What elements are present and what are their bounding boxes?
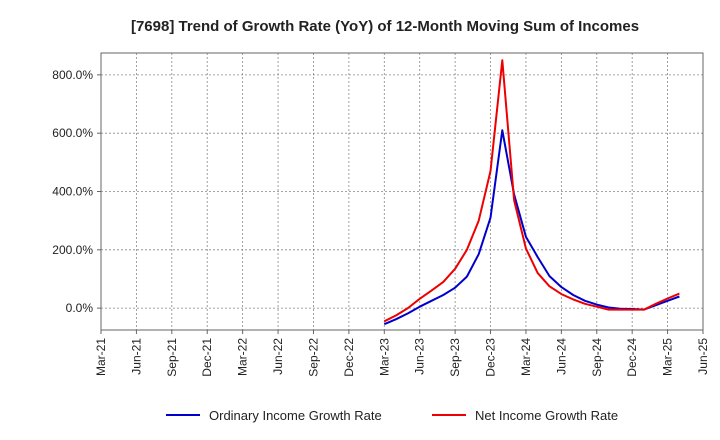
y-tick-label: 400.0% — [52, 185, 93, 199]
x-tick-label: Dec-22 — [342, 338, 356, 377]
legend-ordinary-income-label: Ordinary Income Growth Rate — [209, 408, 382, 423]
x-tick-label: Jun-22 — [271, 338, 285, 375]
series-lines — [383, 59, 680, 326]
y-tick-label: 200.0% — [52, 243, 93, 257]
x-tick-label: Mar-23 — [377, 338, 391, 376]
x-tick-label: Mar-24 — [519, 338, 533, 376]
x-tick-label: Dec-21 — [200, 338, 214, 377]
legend: Ordinary Income Growth Rate Net Income Gr… — [166, 408, 618, 423]
x-tick-label: Jun-25 — [696, 338, 710, 375]
x-tick-label: Jun-21 — [129, 338, 143, 375]
x-axis: Mar-21 Jun-21 Sep-21 Dec-21 Mar-22 Jun-22 Sep-… — [94, 330, 710, 377]
series-line-net-income — [383, 59, 680, 323]
x-tick-label: Mar-21 — [94, 338, 108, 376]
x-tick-label: Mar-25 — [661, 338, 675, 376]
legend-net-income-label: Net Income Growth Rate — [475, 408, 618, 423]
y-tick-label: 0.0% — [66, 301, 94, 315]
x-tick-label: Jun-23 — [413, 338, 427, 375]
series-line-ordinary-income — [383, 129, 680, 326]
x-tick-label: Dec-24 — [625, 338, 639, 377]
x-tick-label: Sep-24 — [590, 338, 604, 377]
x-tick-label: Mar-22 — [236, 338, 250, 376]
y-tick-label: 600.0% — [52, 126, 93, 140]
x-tick-label: Sep-23 — [448, 338, 462, 377]
chart-title: [7698] Trend of Growth Rate (YoY) of 12-… — [131, 18, 639, 35]
x-tick-label: Dec-23 — [484, 338, 498, 377]
grid — [100, 52, 704, 331]
y-axis: 0.0% 200.0% 400.0% 600.0% 800.0% — [52, 68, 101, 315]
x-tick-label: Sep-22 — [306, 338, 320, 377]
x-tick-label: Sep-21 — [165, 338, 179, 377]
x-tick-label: Jun-24 — [554, 338, 568, 375]
y-tick-label: 800.0% — [52, 68, 93, 82]
